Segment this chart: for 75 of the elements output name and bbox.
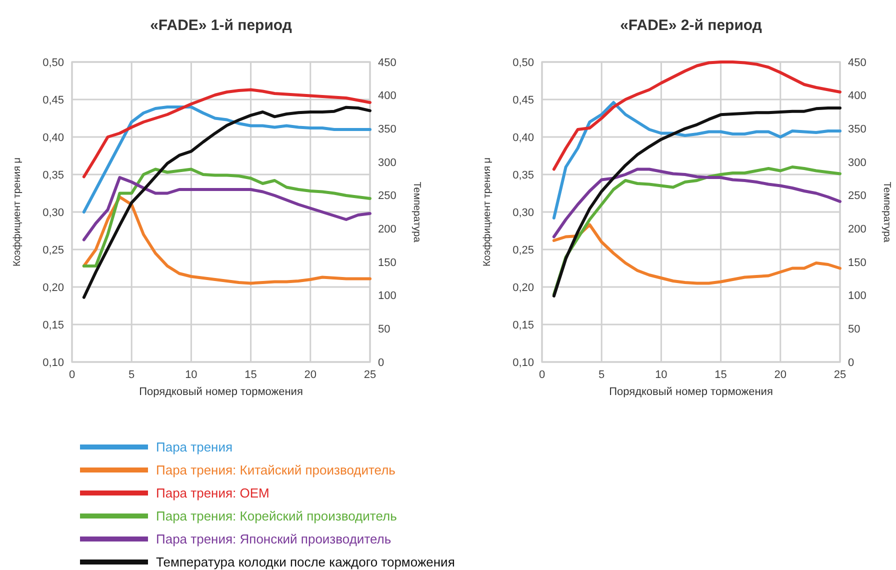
y2-tick-label: 350 — [378, 124, 396, 136]
y2-axis-title: Температура — [411, 182, 422, 243]
x-tick-label: 0 — [538, 369, 546, 381]
y-tick-label: 0,10 — [512, 356, 534, 369]
x-tick-label: 10 — [655, 369, 668, 381]
text: Пара трения — [156, 440, 233, 455]
y2-tick-label: 50 — [378, 324, 390, 336]
line-series — [82, 168, 372, 268]
y-tick-label: 0,25 — [512, 244, 534, 256]
y-tick-label: 0,15 — [42, 319, 64, 332]
y2-tick-label: 300 — [378, 156, 396, 169]
y-tick-label: 0,30 — [42, 206, 64, 219]
y2-tick-label: 150 — [848, 256, 866, 269]
y2-tick-label: 300 — [848, 156, 866, 169]
y2-tick-label: 200 — [378, 224, 396, 236]
line-series — [82, 176, 372, 242]
line-series — [552, 60, 842, 171]
y-axis-title: Коэффициент трения μ — [482, 157, 493, 267]
y-tick-label: 0,50 — [42, 56, 64, 69]
y2-tick-label: 150 — [378, 256, 396, 269]
y2-tick-label: 200 — [848, 224, 866, 236]
x-tick-label: 15 — [244, 369, 257, 381]
y2-tick-label: 50 — [848, 324, 860, 336]
line-series — [82, 196, 372, 285]
y2-tick-label: 450 — [848, 56, 866, 69]
chart-title: «FADE» 2-й период — [620, 17, 762, 34]
y2-tick-label: 250 — [378, 190, 396, 202]
y-axis-title: Коэффициент трения μ — [12, 157, 23, 267]
y-tick-label: 0,40 — [512, 132, 534, 144]
y-tick-label: 0,45 — [42, 94, 64, 106]
y-tick-label: 0,20 — [42, 282, 64, 294]
y2-tick-label: 100 — [848, 290, 866, 302]
y2-tick-label: 250 — [848, 190, 866, 202]
y2-tick-label: 400 — [378, 90, 396, 102]
y-tick-label: 0,35 — [42, 169, 64, 182]
text: Пара трения: Корейский производитель — [156, 508, 398, 524]
x-tick-label: 20 — [774, 369, 787, 381]
y-tick-label: 0,10 — [42, 356, 64, 369]
text: Пара трения: Японский производитель — [156, 532, 392, 547]
x-axis-title: Порядковый номер торможения — [609, 386, 773, 398]
line-series — [552, 106, 842, 298]
y-tick-label: 0,25 — [42, 244, 64, 256]
text: Температура колодки после каждого торможения — [156, 554, 455, 570]
y-tick-label: 0,40 — [42, 132, 64, 144]
x-axis-title: Порядковый номер торможения — [139, 386, 303, 398]
y-tick-label: 0,20 — [512, 282, 534, 294]
y-tick-label: 0,35 — [512, 169, 534, 182]
x-tick-label: 5 — [598, 369, 605, 381]
line-series — [552, 101, 842, 220]
x-tick-label: 25 — [364, 369, 376, 381]
text: Пара трения: Китайский производитель — [156, 462, 396, 478]
y-tick-label: 0,45 — [512, 94, 534, 106]
line-series — [552, 168, 842, 238]
x-tick-label: 20 — [304, 369, 317, 381]
y-tick-label: 0,30 — [512, 206, 534, 219]
x-tick-label: 15 — [714, 369, 727, 381]
line-series — [82, 88, 372, 178]
y2-axis-title: Температура — [881, 182, 892, 243]
text: Пара трения: OEM — [156, 486, 270, 501]
x-tick-label: 10 — [185, 369, 198, 381]
x-tick-label: 25 — [834, 369, 846, 381]
y2-tick-label: 100 — [378, 290, 396, 302]
line-series — [82, 106, 372, 214]
y2-tick-label: 0 — [848, 356, 854, 369]
x-tick-label: 5 — [128, 369, 135, 381]
line-series — [552, 223, 842, 285]
chart-title: «FADE» 1-й период — [150, 17, 292, 34]
y2-tick-label: 350 — [848, 124, 866, 136]
y2-tick-label: 400 — [848, 90, 866, 102]
y-tick-label: 0,50 — [512, 56, 534, 69]
line-series — [82, 106, 372, 299]
y2-tick-label: 0 — [378, 356, 384, 369]
y-tick-label: 0,15 — [512, 319, 534, 332]
y2-tick-label: 450 — [378, 56, 396, 69]
x-tick-label: 0 — [68, 369, 76, 381]
